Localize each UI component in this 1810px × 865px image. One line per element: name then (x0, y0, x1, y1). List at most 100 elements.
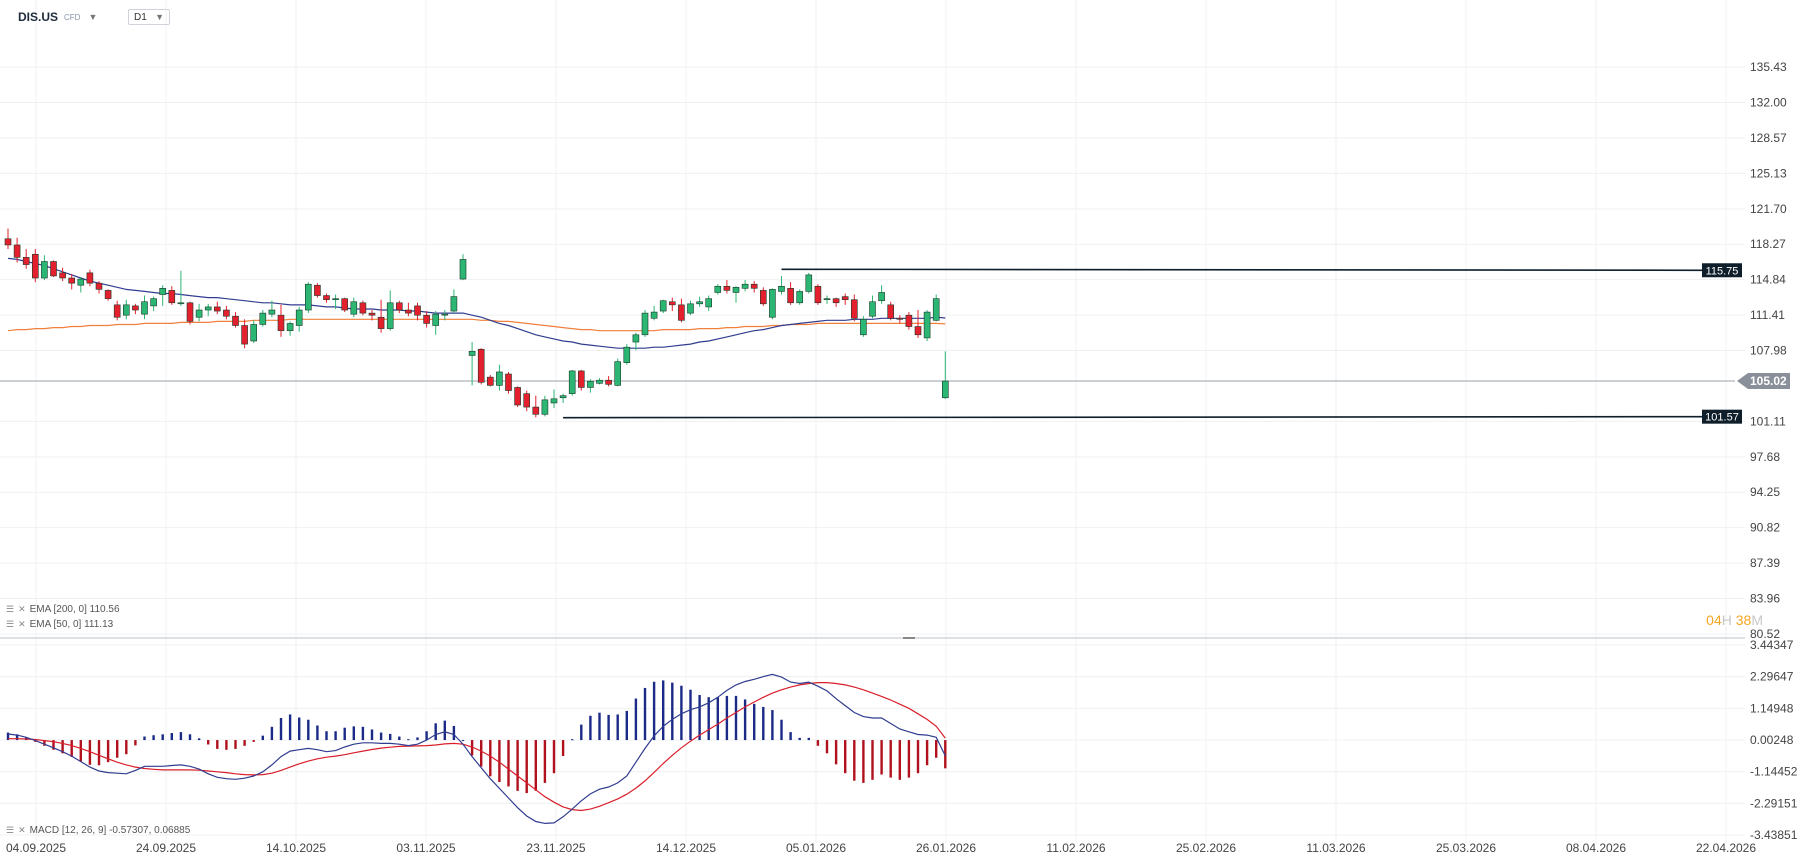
legend-macd[interactable]: ☰ ✕ MACD [12, 26, 9] -0.57307, 0.06885 (6, 825, 190, 836)
ema50-line (7, 257, 946, 349)
candle-body (905, 314, 913, 327)
candle (41, 255, 48, 281)
legend-ema50[interactable]: ☰ ✕ EMA [50, 0] 111.13 (6, 619, 113, 630)
macd-histogram-bar (288, 714, 292, 741)
macd-histogram-bar (907, 740, 911, 778)
candle-body (914, 326, 922, 336)
candle (632, 332, 640, 351)
macd-histogram-bar (561, 740, 565, 756)
candle (123, 299, 130, 320)
candle (468, 342, 476, 386)
candle-body (687, 303, 694, 314)
candle-body (941, 380, 949, 399)
candle (477, 348, 485, 385)
candle-body (541, 399, 549, 415)
candle (869, 295, 876, 319)
close-icon[interactable]: ✕ (18, 619, 26, 629)
macd-histogram-bar (880, 740, 883, 775)
candle-body (241, 325, 248, 345)
candle-body (805, 274, 813, 292)
price-tick-label: 132.00 (1750, 95, 1787, 109)
candle-body (732, 287, 740, 293)
candle-body (31, 253, 39, 279)
macd-histogram-bar (407, 739, 410, 741)
candle-body (395, 302, 403, 311)
macd-histogram-bar (370, 729, 374, 741)
candle (896, 315, 904, 324)
legend-ema200[interactable]: ☰ ✕ EMA [200, 0] 110.56 (6, 604, 120, 615)
macd-histogram-bar (698, 695, 701, 741)
macd-histogram-bar (234, 740, 237, 749)
candle (223, 305, 230, 320)
candle-body (596, 379, 603, 384)
macd-histogram-bar (798, 737, 801, 741)
candle (814, 284, 822, 305)
candle-body (787, 288, 794, 304)
date-tick-label: 11.03.2026 (1306, 841, 1365, 855)
candle-body (832, 298, 840, 304)
close-icon[interactable]: ✕ (18, 604, 26, 614)
price-tick-label: 83.96 (1750, 591, 1780, 605)
settings-icon[interactable]: ☰ (6, 619, 15, 629)
candle-body (750, 283, 758, 289)
macd-histogram-bar (152, 735, 155, 741)
macd-histogram-bar (207, 740, 210, 745)
date-tick-label: 22.04.2026 (1696, 841, 1756, 855)
symbol-selector[interactable]: DIS.US CFD ▼ (18, 10, 97, 24)
price-tick-label: 107.98 (1750, 343, 1787, 357)
horizontal-level-line (781, 268, 1706, 272)
candle (550, 389, 558, 409)
candle-body (168, 290, 176, 304)
timeframe-select[interactable]: D1 ▼ (128, 9, 170, 25)
date-tick-label: 25.03.2026 (1436, 841, 1496, 855)
macd-line (7, 673, 946, 825)
candle-body (841, 296, 849, 300)
macd-tick-label: 3.44347 (1750, 638, 1794, 652)
settings-icon[interactable]: ☰ (6, 825, 15, 835)
macd-histogram-bar (543, 740, 547, 783)
candle-body (641, 312, 649, 336)
price-tick-label: 111.41 (1750, 308, 1785, 322)
candle-body (77, 278, 85, 286)
price-tick-label: 87.39 (1750, 556, 1780, 570)
date-tick-label: 03.11.2025 (396, 841, 455, 855)
macd-histogram-bar (716, 697, 719, 741)
candle (68, 273, 75, 290)
macd-histogram-bar (88, 740, 92, 765)
macd-histogram-bar (898, 740, 901, 780)
macd-histogram-bar (252, 740, 255, 742)
candle (860, 316, 867, 337)
macd-histogram-bar (498, 740, 501, 783)
settings-icon[interactable]: ☰ (6, 604, 15, 614)
macd-histogram-bar (807, 737, 810, 741)
candle-body (377, 316, 385, 329)
close-icon[interactable]: ✕ (18, 825, 26, 835)
candle (86, 269, 94, 287)
candle-body (477, 348, 485, 383)
candle (141, 295, 148, 320)
candle-body (514, 387, 521, 406)
candle-body (405, 309, 412, 314)
candle (432, 311, 440, 335)
candle (350, 297, 358, 318)
macd-histogram-bar (753, 703, 756, 741)
macd-histogram-bar (707, 697, 710, 741)
candle (341, 297, 349, 313)
macd-histogram-bar (525, 740, 528, 794)
macd-histogram-bar (634, 698, 638, 741)
candle (232, 312, 239, 328)
date-tick-label: 04.09.2025 (6, 841, 66, 855)
macd-histogram-bar (261, 735, 264, 741)
price-tick-label: 94.25 (1750, 485, 1780, 499)
macd-histogram-bar (79, 740, 82, 762)
macd-tick-label: -3.43851 (1750, 828, 1798, 842)
candle (823, 295, 831, 304)
candle (887, 301, 895, 321)
candle (723, 280, 731, 294)
ema200-line (7, 318, 946, 332)
candle (113, 300, 121, 321)
candle (459, 254, 467, 281)
date-axis: 04.09.2025 24.09.2025 14.10.2025 03.11.2025… (6, 841, 1756, 855)
candle (496, 364, 503, 391)
